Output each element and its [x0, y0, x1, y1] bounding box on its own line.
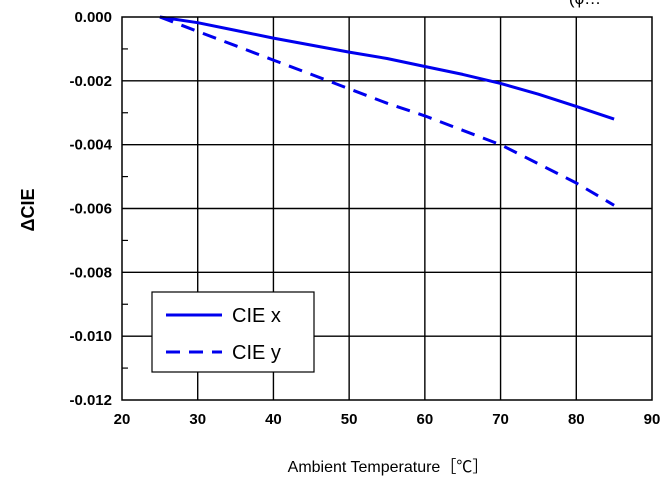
series-line-cie-y [159, 15, 615, 207]
legend-label-cie-y: CIE y [232, 342, 281, 364]
series-line-cie-x [159, 15, 615, 121]
y-tick-label: -0.012 [69, 392, 112, 409]
x-tick-label: 20 [114, 411, 131, 428]
chart-title-fragment: (ϕ… [569, 0, 601, 8]
legend: CIE x CIE y [151, 291, 315, 373]
x-tick-label: 30 [189, 411, 206, 428]
y-tick-label: -0.010 [69, 328, 112, 345]
x-tick-labels: 20 30 40 50 60 70 80 90 [114, 411, 661, 428]
legend-label-cie-x: CIE x [232, 305, 281, 327]
x-tick-label: 50 [341, 411, 358, 428]
y-tick-label: -0.008 [69, 264, 112, 281]
legend-box [151, 291, 315, 373]
y-axis-title: ΔCIE [18, 189, 38, 232]
plot-frame [121, 16, 653, 401]
y-tick-label: -0.004 [69, 137, 112, 154]
tick-marks [122, 48, 128, 369]
y-tick-label: -0.006 [69, 201, 112, 218]
x-tick-label: 90 [644, 411, 661, 428]
y-tick-labels: 0.000 -0.002 -0.004 -0.006 -0.008 -0.010 -0.01… [69, 9, 112, 409]
x-tick-label: 70 [492, 411, 509, 428]
x-tick-label: 80 [568, 411, 585, 428]
x-tick-label: 60 [417, 411, 434, 428]
y-tick-label: -0.002 [69, 73, 112, 90]
series-group [159, 15, 615, 207]
y-tick-label: 0.000 [74, 9, 112, 26]
x-tick-label: 40 [265, 411, 282, 428]
x-axis-title: Ambient Temperature［℃］ [288, 458, 489, 476]
